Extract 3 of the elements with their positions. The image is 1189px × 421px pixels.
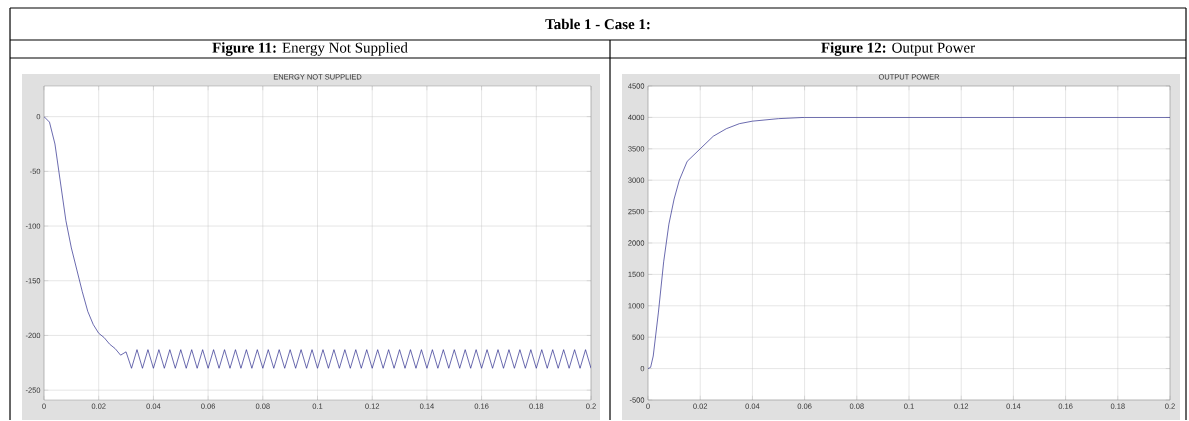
text: Table 1 - Case 1: [545,18,650,30]
chart-subtitle: Figure 11: Energy Not Supplied [212,42,408,57]
chart-subtitle: Figure 12: Output Power [821,42,975,57]
